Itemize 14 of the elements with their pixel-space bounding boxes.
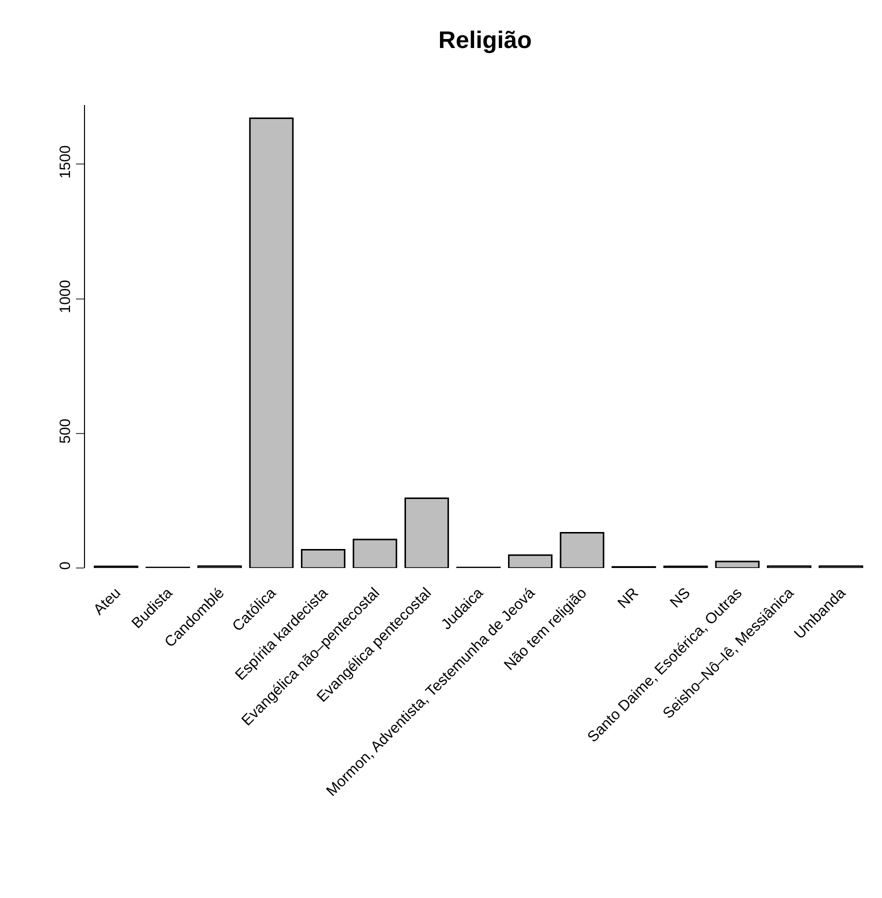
y-tick-label: 0: [57, 562, 74, 570]
y-tick-label: 500: [57, 418, 74, 444]
bar: [249, 117, 294, 568]
bar: [508, 554, 553, 568]
chart-title: Religião: [438, 27, 532, 54]
bar: [352, 538, 398, 568]
y-tick-label: 1500: [57, 145, 74, 179]
bar: [715, 560, 760, 568]
bar: [560, 532, 604, 568]
bar: [300, 548, 346, 568]
x-tick-label: NR: [614, 584, 642, 612]
x-tick-label: NS: [666, 584, 694, 612]
y-tick-label: 1000: [57, 280, 74, 314]
bar: [404, 498, 449, 568]
